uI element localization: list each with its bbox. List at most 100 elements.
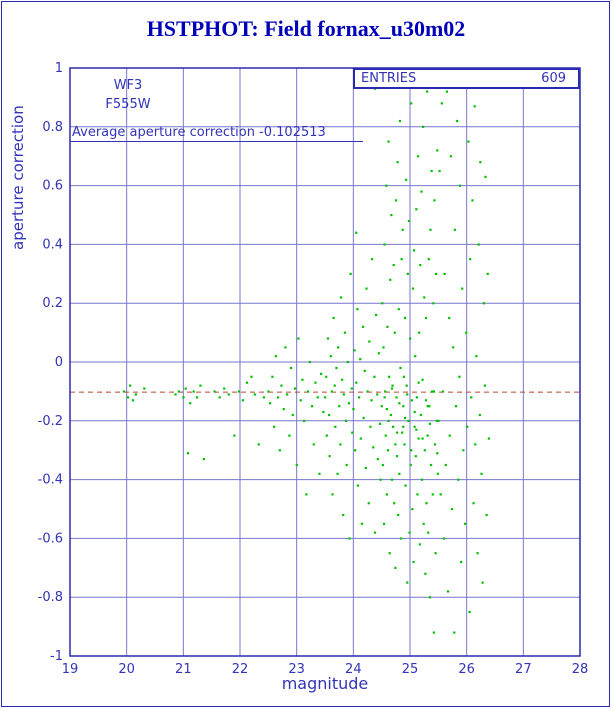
data-point: [431, 390, 434, 393]
data-point: [314, 381, 317, 384]
data-point: [372, 446, 375, 449]
data-point: [405, 384, 408, 387]
data-point: [405, 178, 408, 181]
data-point: [419, 413, 422, 417]
data-point: [477, 243, 480, 246]
data-point: [395, 455, 399, 458]
data-point: [452, 346, 455, 349]
y-tick-label: 1: [55, 61, 63, 76]
data-point: [195, 396, 199, 399]
data-point: [399, 366, 402, 370]
data-point: [280, 384, 283, 387]
data-point: [444, 463, 447, 467]
data-point: [465, 331, 468, 334]
data-point: [227, 393, 230, 396]
data-point: [474, 443, 477, 446]
entries-box: ENTRIES 609: [353, 68, 580, 89]
data-point: [288, 434, 291, 437]
data-point: [429, 228, 432, 231]
data-point: [390, 214, 393, 217]
data-point: [424, 572, 427, 575]
data-point: [385, 493, 388, 496]
data-point: [253, 393, 256, 396]
data-point: [415, 208, 418, 211]
data-point: [330, 390, 333, 393]
data-point: [424, 316, 428, 320]
data-point: [433, 443, 437, 446]
data-point: [262, 396, 265, 399]
data-point: [375, 313, 378, 317]
data-point: [426, 434, 429, 437]
data-point: [373, 375, 376, 378]
data-point: [425, 502, 428, 505]
data-point: [412, 249, 416, 252]
data-point: [386, 449, 390, 452]
data-point: [462, 449, 465, 452]
data-point: [325, 434, 328, 437]
y-axis-label: aperture correction: [9, 105, 27, 251]
average-correction-label: Average aperture correction -0.102513: [70, 125, 363, 142]
data-point: [414, 355, 417, 358]
data-point: [199, 384, 202, 387]
plot-frame: [69, 67, 581, 657]
y-tick-label: 0.6: [42, 179, 63, 194]
data-point: [312, 443, 315, 446]
data-point: [182, 396, 185, 399]
data-point: [418, 543, 421, 546]
data-point: [301, 378, 304, 381]
data-point: [420, 478, 424, 481]
x-tick-label: 26: [458, 662, 475, 677]
data-point: [406, 393, 409, 396]
data-point: [468, 610, 471, 614]
data-point: [483, 384, 486, 387]
data-point: [420, 190, 423, 193]
data-point: [389, 413, 392, 417]
data-point: [355, 231, 358, 234]
data-point: [371, 258, 374, 261]
data-point: [334, 425, 337, 428]
entries-label: ENTRIES: [361, 71, 417, 86]
data-point: [342, 513, 345, 517]
data-point: [370, 399, 373, 402]
data-point: [384, 390, 387, 393]
data-point: [339, 443, 342, 446]
data-point: [410, 102, 413, 105]
data-point: [401, 228, 404, 231]
data-point: [382, 522, 386, 525]
data-point: [328, 455, 331, 458]
data-point: [441, 390, 445, 393]
data-point: [383, 396, 386, 399]
data-point: [402, 405, 405, 408]
data-point: [303, 419, 306, 422]
data-point: [412, 560, 415, 564]
camera-label: WF3: [113, 78, 143, 93]
data-point: [320, 372, 323, 375]
y-tick-label: 0.2: [42, 296, 63, 311]
data-point: [202, 458, 205, 461]
data-point: [401, 431, 404, 434]
data-point: [329, 355, 332, 358]
data-point: [403, 416, 407, 420]
data-point: [404, 484, 407, 487]
data-point: [384, 434, 387, 437]
data-point: [398, 119, 401, 123]
data-point: [448, 434, 451, 437]
data-point: [456, 119, 459, 123]
page-title: HSTPHOT: Field fornax_u30m02: [146, 16, 466, 41]
data-point: [273, 425, 276, 428]
data-point: [423, 296, 426, 299]
data-point: [392, 263, 395, 267]
data-point: [414, 455, 417, 458]
data-point: [485, 513, 488, 517]
data-point: [366, 390, 369, 393]
data-point: [422, 522, 425, 525]
data-point: [297, 337, 300, 340]
data-point: [458, 375, 461, 378]
data-point: [291, 413, 294, 417]
data-point: [250, 375, 253, 378]
data-point: [295, 463, 298, 467]
data-point: [469, 258, 472, 261]
data-point: [274, 355, 277, 358]
data-point: [376, 393, 379, 396]
